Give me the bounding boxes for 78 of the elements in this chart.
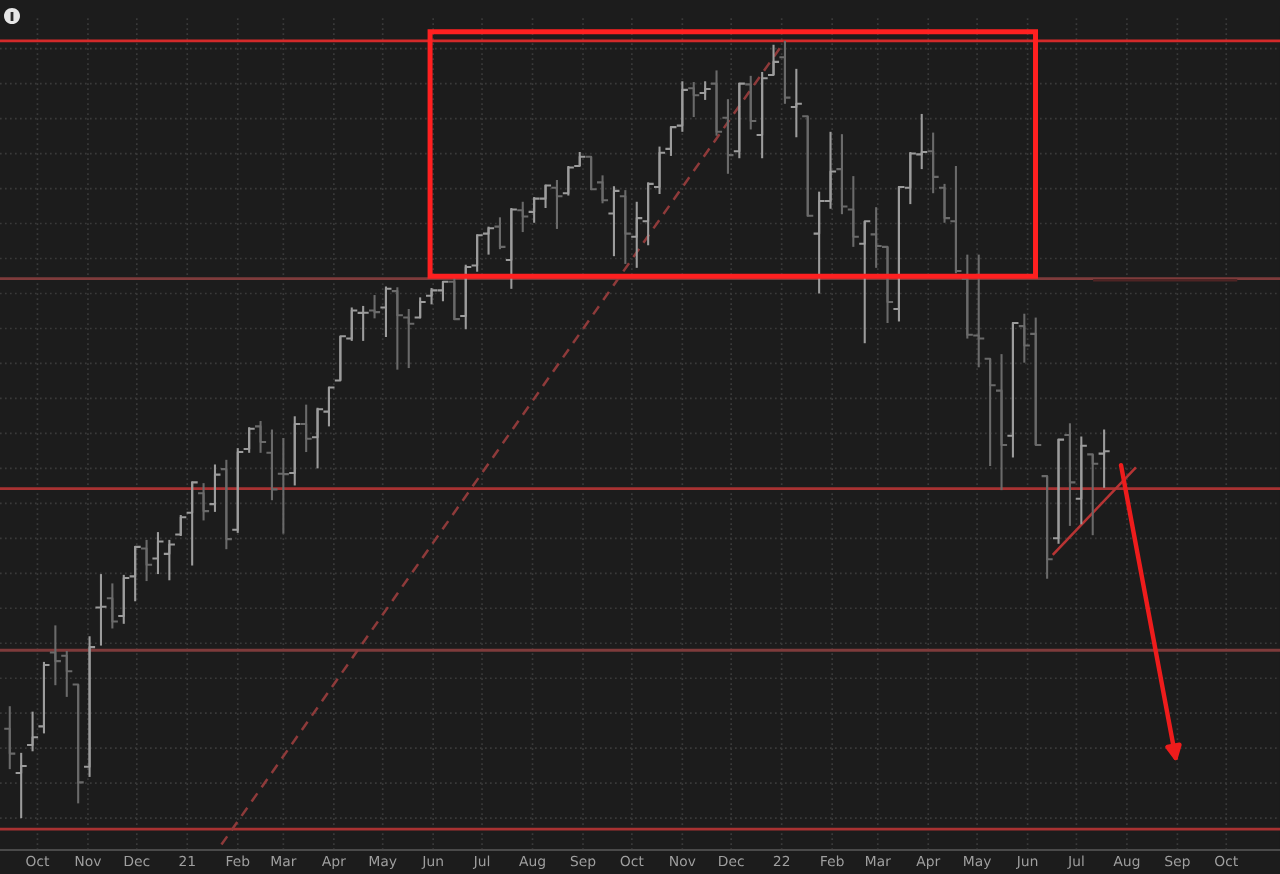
candlestick <box>37 660 51 735</box>
candlestick <box>516 200 530 234</box>
candlestick <box>71 683 85 805</box>
candlestick <box>687 81 701 119</box>
candlestick <box>595 174 610 205</box>
candlestick <box>493 216 507 251</box>
candlestick <box>641 181 655 247</box>
candlestick <box>413 296 427 320</box>
candlestick <box>983 357 997 468</box>
candlestick <box>607 185 621 258</box>
candlestick <box>162 538 176 582</box>
candlestick <box>698 80 712 101</box>
candlestick <box>310 406 325 470</box>
candlestick <box>242 426 256 454</box>
candlestick <box>1051 437 1066 545</box>
candlestick <box>1017 312 1031 364</box>
candlestick <box>151 531 165 576</box>
candlestick <box>801 115 815 218</box>
candlestick <box>379 285 393 339</box>
candlestick <box>356 304 370 342</box>
candlestick <box>60 649 74 698</box>
candlestick <box>755 70 769 160</box>
candlestick <box>3 705 17 771</box>
candlestick <box>117 573 131 625</box>
candlestick <box>561 164 575 197</box>
candlestick <box>584 155 598 192</box>
candlestick <box>253 419 268 454</box>
candlestick <box>25 710 40 753</box>
candlestick <box>835 133 849 216</box>
candlestick <box>618 189 632 265</box>
candlestick <box>846 175 860 248</box>
candlestick <box>231 447 245 534</box>
candlestick <box>139 538 154 583</box>
candlestick <box>219 458 233 551</box>
candlestick <box>1097 428 1111 489</box>
candlestick <box>709 69 724 137</box>
candlestick <box>858 220 872 345</box>
candlestick <box>447 276 461 321</box>
candlestick <box>196 482 211 522</box>
candlestick <box>367 294 382 320</box>
candlestick <box>208 463 222 513</box>
candlestick <box>937 182 952 224</box>
candlestick <box>1029 316 1043 447</box>
candlestick <box>402 307 416 370</box>
candlestick <box>1040 475 1054 580</box>
candlestick <box>721 98 735 175</box>
candlestick <box>265 428 279 502</box>
candlestick <box>630 200 644 269</box>
candlestick <box>926 131 940 195</box>
candlestick <box>1086 453 1100 537</box>
candlestick <box>390 286 404 371</box>
candlestick <box>82 635 97 778</box>
candlestick <box>333 335 347 382</box>
candlestick <box>14 751 28 820</box>
candlestick <box>766 43 781 77</box>
candlestick <box>94 573 108 647</box>
candlestick <box>1063 422 1077 527</box>
candlestick <box>185 480 199 567</box>
candlestick <box>994 353 1009 492</box>
candlestick <box>504 206 518 290</box>
candlestick <box>48 624 62 687</box>
candlestick <box>789 67 803 139</box>
candlestick <box>732 81 746 160</box>
candlestick <box>276 437 290 535</box>
candlestick <box>778 39 792 105</box>
candlestick <box>105 582 119 630</box>
candlestick <box>299 403 313 454</box>
candlestick <box>1006 321 1020 459</box>
candlestick <box>345 306 359 342</box>
candlestick <box>1074 435 1088 526</box>
candlestick <box>550 178 564 231</box>
candlestick <box>128 545 142 603</box>
candlestick <box>949 164 963 275</box>
candlestick <box>652 145 667 196</box>
candlestick <box>322 385 336 428</box>
candlestick <box>174 513 188 538</box>
candlestick <box>744 74 758 131</box>
candlestick <box>288 415 302 487</box>
